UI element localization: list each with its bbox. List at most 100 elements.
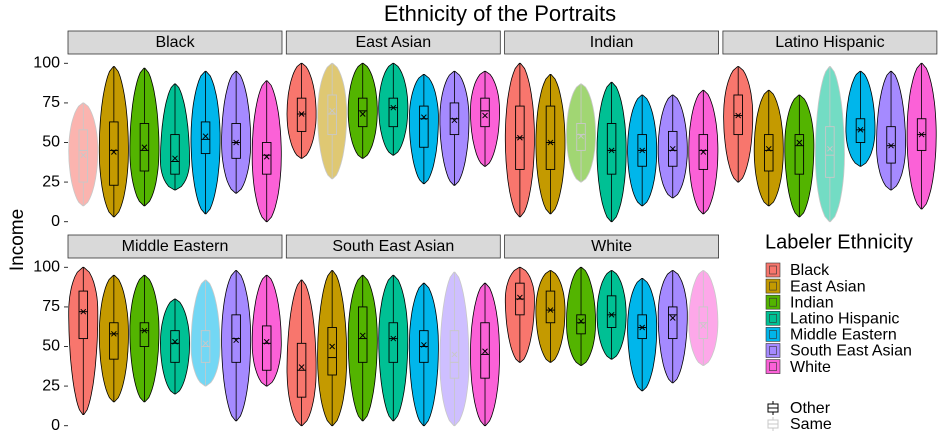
mean-marker — [888, 142, 894, 149]
legend-label: Latino Hispanic — [790, 311, 899, 328]
facet-label: Latino Hispanic — [775, 34, 884, 51]
legend-label: South East Asian — [790, 343, 912, 360]
violin — [190, 70, 221, 215]
mean-marker — [298, 111, 305, 117]
box — [109, 121, 119, 186]
mean-marker — [608, 147, 615, 154]
violin — [159, 83, 191, 191]
mean-marker — [390, 104, 397, 111]
violin — [129, 274, 160, 403]
mean-marker — [111, 330, 117, 337]
mean-marker — [578, 133, 584, 140]
box — [231, 123, 241, 159]
mean-marker — [639, 324, 646, 331]
legend-key-box — [769, 362, 777, 371]
y-tick-label: 25 — [42, 173, 60, 190]
mean-marker — [547, 139, 554, 146]
violin — [159, 298, 191, 395]
box — [825, 126, 835, 178]
mean-marker — [765, 145, 772, 152]
mean-marker — [359, 111, 366, 117]
violin — [317, 270, 348, 427]
facet-strip — [285, 234, 501, 259]
mean-marker — [172, 155, 178, 162]
violin — [535, 74, 566, 215]
mean-marker — [329, 343, 336, 350]
legend-label: Indian — [790, 294, 834, 311]
facet-strip — [504, 234, 720, 259]
mean-marker — [482, 112, 488, 119]
box — [327, 94, 337, 136]
mean-marker — [263, 153, 270, 160]
mean-marker — [421, 114, 427, 121]
box — [480, 97, 490, 128]
facet-label: South East Asian — [332, 238, 454, 255]
box — [139, 322, 150, 347]
legend-label: Other — [790, 400, 831, 417]
mean-marker — [857, 126, 864, 133]
box — [855, 118, 866, 143]
legend-key — [765, 294, 781, 310]
facet-strip — [67, 234, 283, 259]
box — [388, 322, 399, 363]
box — [139, 123, 150, 172]
mean-marker — [578, 318, 584, 325]
violin — [906, 62, 937, 210]
legend-key-box — [769, 281, 777, 291]
mean-marker — [233, 337, 239, 344]
box — [261, 142, 272, 175]
mean-marker — [918, 131, 925, 138]
violin — [408, 74, 439, 185]
mean-marker — [517, 134, 523, 141]
y-tick-label: 50 — [42, 134, 60, 151]
mean-marker — [608, 311, 615, 318]
mean-marker — [421, 342, 427, 348]
box — [296, 97, 307, 132]
legend-label: Middle Eastern — [790, 327, 897, 344]
legend-key-box — [769, 313, 777, 323]
mean-marker — [547, 307, 554, 313]
box — [698, 134, 709, 170]
y-tick-label: 100 — [33, 55, 60, 72]
legend-key — [765, 310, 781, 326]
box — [545, 105, 556, 170]
y-tick-label: 50 — [42, 338, 60, 355]
legend-key-box — [769, 330, 777, 339]
box — [109, 322, 119, 360]
violin — [439, 70, 470, 186]
mean-marker — [111, 149, 117, 155]
violin — [566, 266, 596, 366]
violin — [251, 274, 282, 387]
violin — [408, 282, 439, 427]
violin — [723, 66, 754, 183]
box — [606, 295, 617, 328]
box — [449, 330, 460, 379]
legend-key-box — [769, 265, 777, 275]
facet-label: Black — [155, 34, 195, 51]
mean-marker — [827, 145, 833, 152]
violin — [439, 271, 470, 427]
mean-marker — [233, 139, 239, 146]
mean-marker — [451, 351, 458, 358]
mean-marker — [202, 340, 209, 347]
box — [764, 134, 774, 172]
violin — [221, 270, 252, 422]
mean-marker — [796, 139, 803, 146]
facet-strip — [722, 30, 938, 55]
violin — [876, 70, 906, 191]
violin — [129, 67, 160, 207]
mean-marker — [80, 152, 87, 159]
violin — [470, 70, 500, 167]
legend-key — [765, 327, 781, 342]
violin — [68, 102, 99, 207]
y-axis-label: Income — [7, 209, 28, 271]
violin — [347, 274, 378, 422]
violin — [317, 62, 348, 180]
box — [668, 130, 678, 167]
chart-title: Ethnicity of the Portraits — [384, 1, 616, 26]
legend-key-box — [769, 297, 777, 307]
violin — [286, 62, 317, 159]
y-tick-label: 100 — [33, 259, 60, 276]
facet-strip — [67, 30, 283, 55]
legend-label: Black — [790, 262, 830, 279]
